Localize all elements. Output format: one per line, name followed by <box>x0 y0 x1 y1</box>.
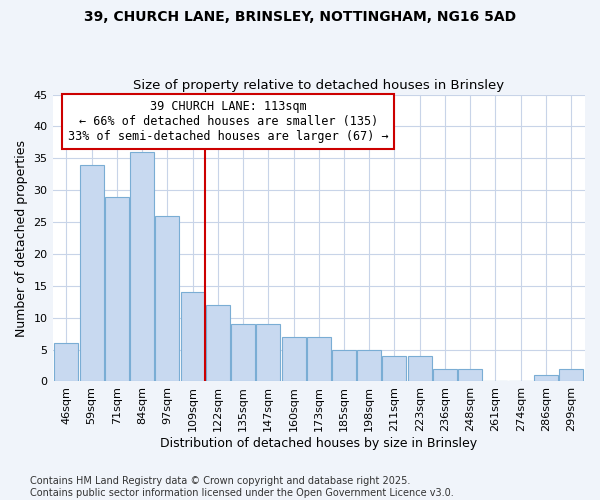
Bar <box>231 324 255 382</box>
Bar <box>307 337 331 382</box>
Bar <box>332 350 356 382</box>
Bar <box>433 368 457 382</box>
Bar <box>55 343 79 382</box>
Bar <box>206 305 230 382</box>
Bar <box>357 350 381 382</box>
Bar <box>256 324 280 382</box>
Text: 39 CHURCH LANE: 113sqm
← 66% of detached houses are smaller (135)
33% of semi-de: 39 CHURCH LANE: 113sqm ← 66% of detached… <box>68 100 389 144</box>
Title: Size of property relative to detached houses in Brinsley: Size of property relative to detached ho… <box>133 79 505 92</box>
Text: Contains HM Land Registry data © Crown copyright and database right 2025.
Contai: Contains HM Land Registry data © Crown c… <box>30 476 454 498</box>
Bar <box>281 337 305 382</box>
Bar <box>458 368 482 382</box>
Bar <box>559 368 583 382</box>
Bar <box>382 356 406 382</box>
Bar <box>80 164 104 382</box>
Bar <box>408 356 431 382</box>
Bar <box>130 152 154 382</box>
X-axis label: Distribution of detached houses by size in Brinsley: Distribution of detached houses by size … <box>160 437 478 450</box>
Bar <box>534 375 558 382</box>
Bar <box>181 292 205 382</box>
Bar <box>105 196 129 382</box>
Bar <box>155 216 179 382</box>
Y-axis label: Number of detached properties: Number of detached properties <box>15 140 28 336</box>
Text: 39, CHURCH LANE, BRINSLEY, NOTTINGHAM, NG16 5AD: 39, CHURCH LANE, BRINSLEY, NOTTINGHAM, N… <box>84 10 516 24</box>
